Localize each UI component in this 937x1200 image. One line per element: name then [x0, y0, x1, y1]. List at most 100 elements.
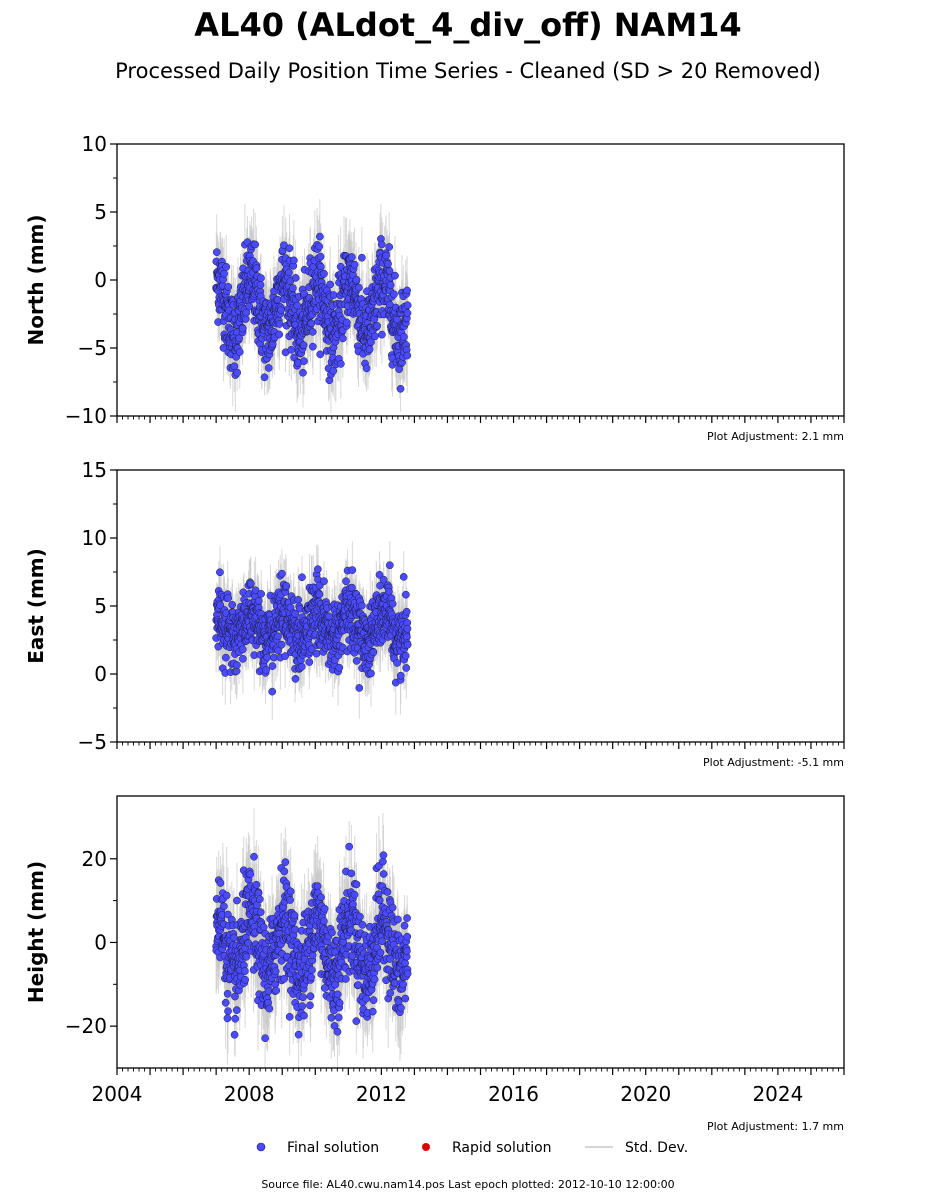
final-solution-point	[379, 575, 388, 584]
final-solution-point	[308, 328, 317, 336]
final-solution-point	[402, 590, 410, 599]
final-solution-point	[348, 583, 356, 592]
final-solution-point	[325, 612, 334, 621]
final-solution-point	[386, 281, 395, 289]
final-solution-point	[235, 334, 243, 343]
final-solution-point	[329, 291, 338, 299]
final-solution-point	[281, 652, 289, 660]
final-solution-point	[315, 590, 324, 599]
final-solution-point	[384, 259, 392, 268]
final-solution-point	[298, 573, 306, 582]
final-solution-point	[238, 645, 247, 654]
final-solution-point	[242, 308, 251, 317]
final-solution-point	[378, 330, 386, 339]
y-tick-label: 5	[94, 594, 107, 618]
final-solution-point	[299, 341, 308, 349]
final-solution-point	[278, 569, 286, 578]
panel-east-ylabel: East (mm)	[24, 548, 48, 664]
final-solution-point	[291, 675, 300, 683]
final-solution-point	[285, 268, 293, 277]
final-solution-point	[263, 653, 272, 662]
y-tick-label: 10	[82, 526, 107, 550]
final-solution-point	[239, 655, 247, 663]
final-solution-point	[352, 657, 361, 665]
final-solution-point	[228, 600, 237, 609]
final-solution-point	[385, 243, 394, 251]
final-solution-point	[399, 573, 408, 581]
final-solution-point	[316, 350, 325, 359]
final-solution-point	[294, 596, 303, 604]
y-tick-label: −5	[78, 336, 107, 360]
final-solution-point	[285, 244, 294, 253]
final-solution-point	[365, 345, 374, 354]
final-solution-point	[291, 609, 300, 618]
final-solution-point	[224, 594, 233, 602]
final-solution-point	[367, 338, 375, 346]
final-solution-point	[355, 283, 363, 292]
final-solution-point	[390, 290, 398, 299]
final-solution-point	[350, 260, 359, 269]
final-solution-point	[293, 301, 302, 310]
final-solution-point	[314, 565, 322, 574]
final-solution-point	[348, 566, 357, 574]
final-solution-point	[235, 348, 244, 356]
final-solution-point	[312, 649, 321, 658]
panel-north-ylabel: North (mm)	[24, 214, 48, 345]
final-solution-point	[320, 269, 328, 278]
final-solution-point	[393, 659, 402, 667]
final-solution-point	[352, 275, 361, 284]
final-solution-point	[315, 242, 324, 251]
final-solution-point	[358, 601, 366, 610]
final-solution-point	[212, 248, 221, 257]
y-tick-label: 15	[82, 458, 107, 482]
final-solution-point	[233, 368, 242, 377]
final-solution-point	[260, 373, 269, 382]
final-solution-point	[388, 599, 397, 608]
final-solution-point	[224, 282, 233, 291]
final-solution-point	[309, 342, 317, 351]
final-solution-point	[297, 662, 306, 671]
final-solution-point	[358, 253, 366, 262]
final-solution-point	[230, 362, 239, 371]
final-solution-point	[307, 319, 316, 328]
final-solution-point	[347, 253, 356, 261]
final-solution-point	[254, 596, 263, 605]
final-solution-point	[382, 251, 390, 260]
final-solution-point	[305, 658, 314, 666]
final-solution-point	[275, 320, 284, 328]
final-solution-point	[400, 333, 408, 341]
final-solution-point	[222, 653, 230, 662]
final-solution-point	[268, 687, 277, 696]
final-solution-point	[251, 240, 260, 249]
final-solution-point	[362, 364, 371, 373]
y-tick-label: 5	[94, 200, 107, 224]
final-solution-point	[326, 280, 334, 289]
final-solution-point	[256, 280, 265, 289]
final-solution-point	[369, 648, 378, 657]
final-solution-point	[257, 274, 265, 282]
final-solution-point	[262, 666, 270, 674]
final-solution-point	[403, 351, 412, 360]
final-solution-point	[282, 582, 291, 590]
final-solution-point	[299, 368, 307, 377]
final-solution-point	[367, 669, 375, 678]
final-solution-point	[307, 645, 316, 654]
panel-east-data	[212, 540, 412, 721]
final-solution-point	[274, 646, 283, 655]
final-solution-point	[220, 269, 228, 278]
final-solution-point	[396, 384, 405, 393]
final-solution-point	[277, 306, 285, 314]
final-solution-point	[222, 263, 231, 271]
final-solution-point	[320, 577, 328, 586]
figure-title: AL40 (ALdot_4_div_off) NAM14	[194, 6, 741, 44]
panel-north-adjustment: Plot Adjustment: 2.1 mm	[707, 430, 844, 443]
final-solution-point	[375, 570, 384, 579]
final-solution-point	[403, 301, 412, 310]
final-solution-point	[371, 332, 379, 341]
final-solution-point	[402, 607, 411, 616]
final-solution-point	[275, 330, 284, 339]
final-solution-point	[403, 309, 412, 317]
final-solution-point	[373, 322, 381, 330]
